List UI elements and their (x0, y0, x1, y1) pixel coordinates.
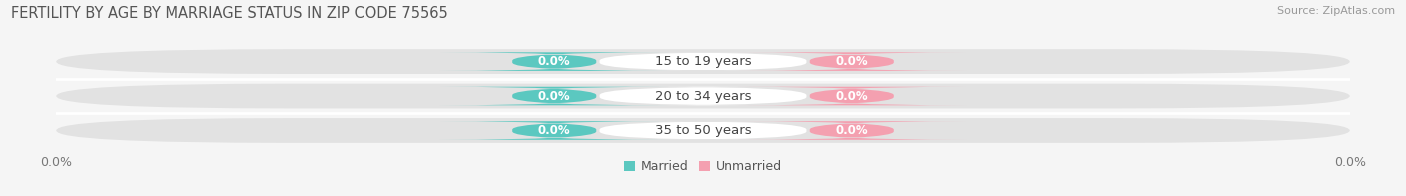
Text: 0.0%: 0.0% (835, 55, 868, 68)
FancyBboxPatch shape (56, 49, 1350, 74)
FancyBboxPatch shape (599, 52, 807, 71)
FancyBboxPatch shape (599, 121, 807, 140)
FancyBboxPatch shape (439, 87, 669, 105)
Text: 0.0%: 0.0% (538, 55, 571, 68)
FancyBboxPatch shape (439, 52, 669, 71)
Legend: Married, Unmarried: Married, Unmarried (619, 155, 787, 179)
FancyBboxPatch shape (737, 87, 967, 105)
FancyBboxPatch shape (737, 52, 967, 71)
Text: 35 to 50 years: 35 to 50 years (655, 124, 751, 137)
Text: 0.0%: 0.0% (538, 124, 571, 137)
Text: 20 to 34 years: 20 to 34 years (655, 90, 751, 103)
Text: 0.0%: 0.0% (835, 90, 868, 103)
Text: Source: ZipAtlas.com: Source: ZipAtlas.com (1277, 6, 1395, 16)
Text: FERTILITY BY AGE BY MARRIAGE STATUS IN ZIP CODE 75565: FERTILITY BY AGE BY MARRIAGE STATUS IN Z… (11, 6, 449, 21)
Text: 0.0%: 0.0% (835, 124, 868, 137)
FancyBboxPatch shape (56, 84, 1350, 108)
FancyBboxPatch shape (56, 118, 1350, 143)
Text: 0.0%: 0.0% (538, 90, 571, 103)
Text: 15 to 19 years: 15 to 19 years (655, 55, 751, 68)
FancyBboxPatch shape (599, 87, 807, 105)
FancyBboxPatch shape (737, 121, 967, 140)
FancyBboxPatch shape (439, 121, 669, 140)
